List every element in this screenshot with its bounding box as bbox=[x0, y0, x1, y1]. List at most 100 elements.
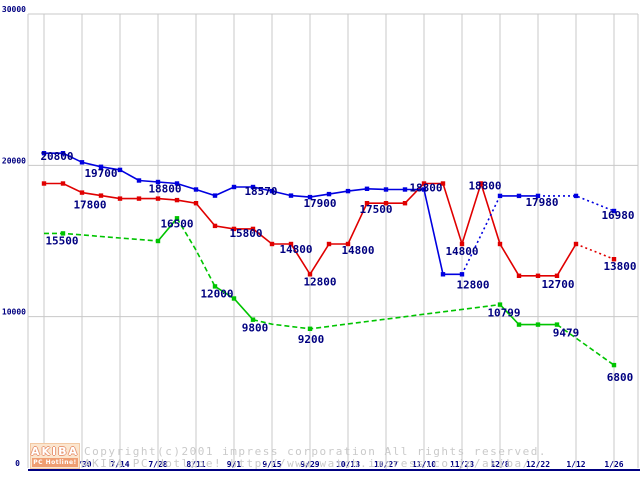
x-tick-label: 8/11 bbox=[186, 460, 205, 469]
data-point-red bbox=[193, 201, 199, 206]
x-tick-label: 9/29 bbox=[300, 460, 319, 469]
point-label: 14800 bbox=[445, 245, 478, 258]
series-line-green bbox=[252, 303, 501, 330]
data-point-red bbox=[155, 196, 161, 201]
series-line-green bbox=[157, 217, 178, 242]
point-label: 12800 bbox=[303, 275, 336, 288]
data-point-blue bbox=[79, 160, 85, 165]
point-label: 12700 bbox=[541, 278, 574, 291]
data-point-blue bbox=[383, 187, 389, 192]
y-tick-label: 30000 bbox=[2, 5, 26, 14]
data-point-blue bbox=[155, 179, 161, 185]
data-point-red bbox=[136, 196, 142, 201]
data-point-blue bbox=[136, 178, 142, 183]
x-tick-label: 10/13 bbox=[336, 460, 360, 469]
series-line-green bbox=[556, 323, 615, 366]
data-point-green bbox=[497, 302, 503, 307]
data-point-blue bbox=[326, 191, 332, 197]
series-line-green bbox=[176, 217, 216, 287]
data-point-red bbox=[41, 181, 47, 186]
data-point-green bbox=[250, 317, 256, 322]
data-point-green bbox=[212, 284, 218, 289]
data-point-red bbox=[516, 273, 522, 278]
point-label: 6800 bbox=[607, 371, 634, 384]
x-tick-label: 9/1 bbox=[227, 460, 242, 469]
x-tick-label: 11/10 bbox=[412, 460, 436, 469]
data-point-blue bbox=[440, 272, 446, 277]
data-point-red bbox=[364, 201, 370, 206]
data-point-blue bbox=[345, 188, 351, 194]
data-point-green bbox=[155, 238, 161, 244]
point-label: 18800 bbox=[148, 183, 181, 196]
point-label: 18800 bbox=[409, 182, 442, 195]
data-point-blue bbox=[497, 193, 503, 199]
series-line-red bbox=[575, 243, 615, 260]
data-point-red bbox=[79, 190, 85, 195]
x-tick-label: 1/12 bbox=[566, 460, 585, 469]
data-point-red bbox=[250, 226, 256, 232]
point-label: 15500 bbox=[45, 234, 78, 247]
series-line-blue bbox=[461, 195, 501, 275]
data-point-red bbox=[60, 181, 66, 186]
point-label: 14800 bbox=[341, 244, 374, 257]
data-point-green bbox=[554, 322, 560, 327]
x-tick-label: 7/14 bbox=[110, 460, 129, 469]
data-point-blue bbox=[41, 151, 47, 156]
data-point-red bbox=[573, 241, 579, 247]
point-label: 14800 bbox=[279, 243, 312, 256]
point-label: 12800 bbox=[456, 278, 489, 291]
data-point-blue bbox=[193, 187, 199, 192]
data-point-red bbox=[383, 201, 389, 206]
data-point-blue bbox=[174, 181, 180, 186]
data-point-blue bbox=[307, 194, 313, 200]
data-point-red bbox=[345, 241, 351, 247]
point-label: 9200 bbox=[298, 333, 325, 346]
y-tick-label: 20000 bbox=[2, 156, 26, 165]
data-point-blue bbox=[212, 193, 218, 198]
y-tick-label: 0 bbox=[15, 459, 20, 468]
data-point-red bbox=[402, 201, 408, 206]
point-label: 16500 bbox=[160, 217, 193, 230]
data-point-green bbox=[516, 322, 522, 327]
akiba-logo-text: AKIBA bbox=[31, 445, 80, 458]
x-tick-label: 11/23 bbox=[450, 460, 474, 469]
data-point-red bbox=[497, 241, 503, 247]
data-point-red bbox=[554, 273, 560, 278]
data-point-red bbox=[212, 223, 218, 229]
data-point-blue bbox=[117, 167, 123, 173]
data-point-blue bbox=[535, 193, 541, 199]
point-label: 9800 bbox=[242, 322, 269, 335]
data-point-green bbox=[231, 296, 237, 301]
data-point-red bbox=[535, 273, 541, 278]
point-label: 18570 bbox=[244, 185, 277, 198]
point-label: 17500 bbox=[359, 203, 392, 216]
data-point-blue bbox=[250, 184, 256, 190]
data-point-red bbox=[459, 241, 465, 247]
x-tick-label: 9/15 bbox=[262, 460, 281, 469]
data-point-blue bbox=[231, 184, 237, 190]
series-line-blue bbox=[538, 195, 615, 212]
data-point-blue bbox=[459, 272, 465, 277]
point-label: 18800 bbox=[468, 180, 501, 193]
data-point-red bbox=[421, 181, 427, 186]
data-point-blue bbox=[269, 188, 275, 194]
data-point-blue bbox=[402, 187, 408, 192]
copyright-line2: AKIBA PC Hotline! http://www.watch.impre… bbox=[84, 457, 531, 470]
point-label: 16980 bbox=[601, 209, 634, 222]
data-point-red bbox=[174, 197, 180, 203]
point-label: 9479 bbox=[553, 327, 580, 340]
x-tick-label: 12/22 bbox=[526, 460, 550, 469]
point-label: 17900 bbox=[303, 197, 336, 210]
x-tick-label: 12/8 bbox=[490, 460, 509, 469]
data-point-blue bbox=[60, 151, 66, 156]
data-point-red bbox=[98, 193, 104, 198]
data-point-red bbox=[478, 181, 484, 186]
series-line-green bbox=[499, 304, 557, 326]
point-label: 17980 bbox=[525, 196, 558, 209]
data-point-blue bbox=[611, 208, 617, 214]
x-tick-label: 7/28 bbox=[148, 460, 167, 469]
data-point-blue bbox=[98, 164, 104, 169]
data-point-green bbox=[535, 322, 541, 327]
data-point-blue bbox=[573, 193, 579, 199]
